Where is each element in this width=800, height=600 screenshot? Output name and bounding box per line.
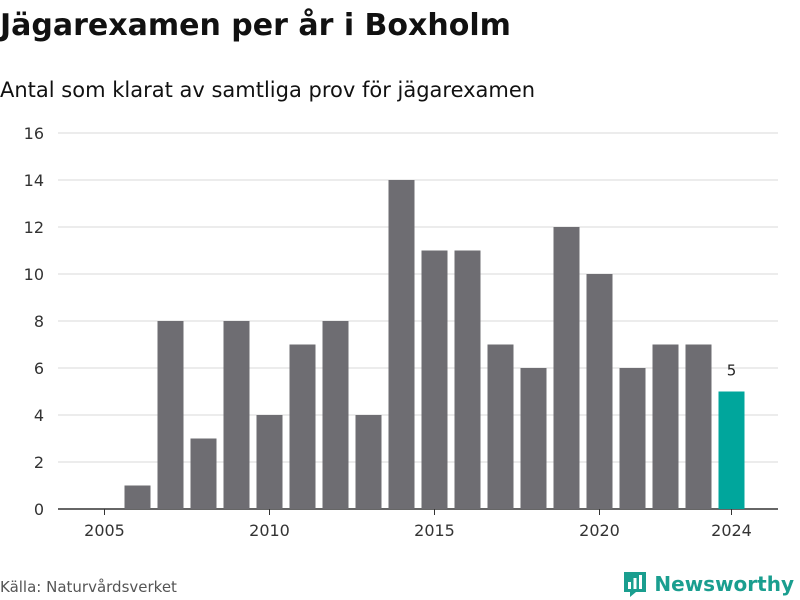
bar-2013	[355, 415, 382, 509]
bar-2006	[124, 485, 151, 509]
bar-2014	[388, 180, 415, 509]
bar-2022	[652, 344, 679, 509]
bar-2010	[256, 415, 283, 509]
bar-2018	[520, 368, 547, 509]
brand-logo: Newsworthy	[622, 570, 794, 598]
bar-2011	[289, 344, 316, 509]
bar-2019	[553, 227, 580, 509]
x-tick-label: 2015	[414, 521, 455, 540]
x-tick-label: 2024	[711, 521, 752, 540]
bar-chart-logo-icon	[624, 572, 647, 597]
bar-chart: 0 2 4 6 8 10 12 14 16 5 2005 2010 2015 2020 2024	[24, 124, 778, 540]
bar-2016	[454, 250, 481, 509]
bar-2012	[322, 321, 349, 509]
x-tick-label: 2020	[579, 521, 620, 540]
bar-2017	[487, 344, 514, 509]
bar-2015	[421, 250, 448, 509]
data-label-2024: 5	[727, 362, 737, 380]
bar-2024	[718, 391, 745, 509]
y-tick-label: 14	[24, 171, 44, 190]
y-tick-label: 6	[34, 359, 44, 378]
bar-2023	[685, 344, 712, 509]
bar-2007	[157, 321, 184, 509]
bar-2008	[190, 438, 217, 509]
brand-name: Newsworthy	[654, 572, 794, 596]
chart-subtitle: Antal som klarat av samtliga prov för jä…	[0, 78, 536, 102]
bar-2009	[223, 321, 250, 509]
x-tick-label: 2010	[249, 521, 290, 540]
y-tick-label: 16	[24, 124, 44, 143]
y-tick-label: 10	[24, 265, 44, 284]
x-tick-label: 2005	[84, 521, 125, 540]
y-tick-label: 0	[34, 500, 44, 519]
y-tick-label: 8	[34, 312, 44, 331]
y-tick-label: 12	[24, 218, 44, 237]
y-tick-label: 2	[34, 453, 44, 472]
bar-2021	[619, 368, 646, 509]
y-tick-label: 4	[34, 406, 44, 425]
source-note: Källa: Naturvårdsverket	[0, 578, 177, 596]
bar-2020	[586, 274, 613, 509]
chart-title: Jägarexamen per år i Boxholm	[0, 8, 511, 43]
